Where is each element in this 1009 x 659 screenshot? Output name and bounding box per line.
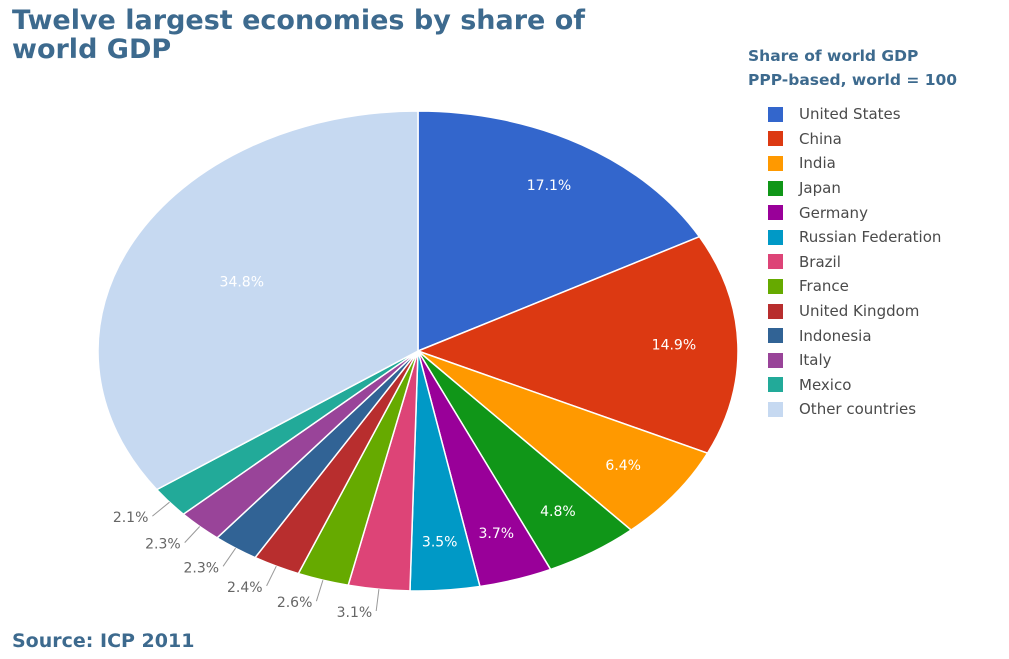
legend-label-indonesia: Indonesia <box>799 326 872 345</box>
legend-label-germany: Germany <box>799 203 868 222</box>
slice-label-united-states: 17.1% <box>527 178 571 194</box>
slice-label-other-countries: 34.8% <box>220 275 264 291</box>
legend-swatch-united-states <box>768 106 783 122</box>
leader-lines <box>152 501 380 612</box>
legend-item-france[interactable]: France <box>768 274 1006 299</box>
legend-items: United States China India Japan Germany Russi… <box>768 102 1006 422</box>
pie-slice-other-countries[interactable] <box>97 110 419 491</box>
legend-title-line1: Share of world GDP <box>748 47 919 65</box>
legend-swatch-indonesia <box>768 328 783 344</box>
pie-slice-united-states[interactable] <box>417 110 701 353</box>
leader-line-mexico <box>152 501 170 517</box>
slice-label-france: 2.6% <box>277 595 313 611</box>
legend-label-italy: Italy <box>799 351 832 370</box>
legend-label-france: France <box>799 277 849 296</box>
legend-swatch-other-countries <box>768 401 783 417</box>
slice-label-india: 6.4% <box>605 458 641 474</box>
legend-item-united-kingdom[interactable]: United Kingdom <box>768 299 1006 324</box>
legend-swatch-germany <box>768 205 783 221</box>
chart-title: Twelve largest economies by share of wor… <box>12 5 586 65</box>
legend-swatch-india <box>768 155 783 171</box>
source-note: Source: ICP 2011 <box>12 630 195 652</box>
pie-slices <box>97 110 739 592</box>
legend-swatch-russian-federation <box>768 229 783 245</box>
legend-label-united-kingdom: United Kingdom <box>799 302 920 321</box>
pie-slice-china[interactable] <box>415 235 739 455</box>
slice-label-indonesia: 2.3% <box>184 560 220 576</box>
slice-label-japan: 4.8% <box>540 504 576 520</box>
legend-label-brazil: Brazil <box>799 252 841 271</box>
pie-slice-india[interactable] <box>417 350 709 531</box>
legend-item-mexico[interactable]: Mexico <box>768 373 1006 398</box>
leader-line-italy <box>184 526 201 543</box>
legend-item-brazil[interactable]: Brazil <box>768 250 1006 275</box>
legend-item-germany[interactable]: Germany <box>768 200 1006 225</box>
legend-item-russian-federation[interactable]: Russian Federation <box>768 225 1006 250</box>
legend-swatch-italy <box>768 352 783 368</box>
legend-label-japan: Japan <box>799 179 841 198</box>
slice-label-brazil: 3.1% <box>337 605 373 621</box>
legend-item-united-states[interactable]: United States <box>768 102 1006 127</box>
leader-line-brazil <box>375 589 380 612</box>
legend-swatch-france <box>768 278 783 294</box>
legend-label-other-countries: Other countries <box>799 400 917 419</box>
legend-swatch-japan <box>768 180 783 196</box>
slice-label-mexico: 2.1% <box>113 510 149 526</box>
legend-title-line2: PPP-based, world = 100 <box>748 71 958 89</box>
slice-label-italy: 2.3% <box>145 537 181 553</box>
legend-item-indonesia[interactable]: Indonesia <box>768 323 1006 348</box>
legend: Share of world GDP PPP-based, world = 10… <box>748 44 1006 422</box>
legend-label-china: China <box>799 129 842 148</box>
legend-swatch-mexico <box>768 377 783 393</box>
legend-swatch-united-kingdom <box>768 303 783 319</box>
slice-labels: 17.1% 14.9% 6.4% 4.8% 3.7% 3.5% 3.1% 2.6% 2.4% 2.… <box>113 178 696 621</box>
slice-label-china: 14.9% <box>652 338 696 354</box>
legend-label-india: India <box>799 154 836 173</box>
leader-line-indonesia <box>222 547 237 567</box>
legend-item-italy[interactable]: Italy <box>768 348 1006 373</box>
slice-label-russian-federation: 3.5% <box>422 534 458 550</box>
legend-item-japan[interactable]: Japan <box>768 176 1006 201</box>
slice-label-germany: 3.7% <box>479 526 515 542</box>
legend-swatch-china <box>768 131 783 147</box>
legend-item-india[interactable]: India <box>768 151 1006 176</box>
legend-label-united-states: United States <box>799 105 901 124</box>
leader-line-france <box>315 580 324 602</box>
legend-item-other-countries[interactable]: Other countries <box>768 397 1006 422</box>
leader-line-united-kingdom <box>266 565 277 587</box>
slice-label-united-kingdom: 2.4% <box>227 580 263 596</box>
legend-swatch-brazil <box>768 254 783 270</box>
legend-label-russian-federation: Russian Federation <box>799 228 942 247</box>
legend-label-mexico: Mexico <box>799 375 852 394</box>
legend-item-china[interactable]: China <box>768 127 1006 152</box>
